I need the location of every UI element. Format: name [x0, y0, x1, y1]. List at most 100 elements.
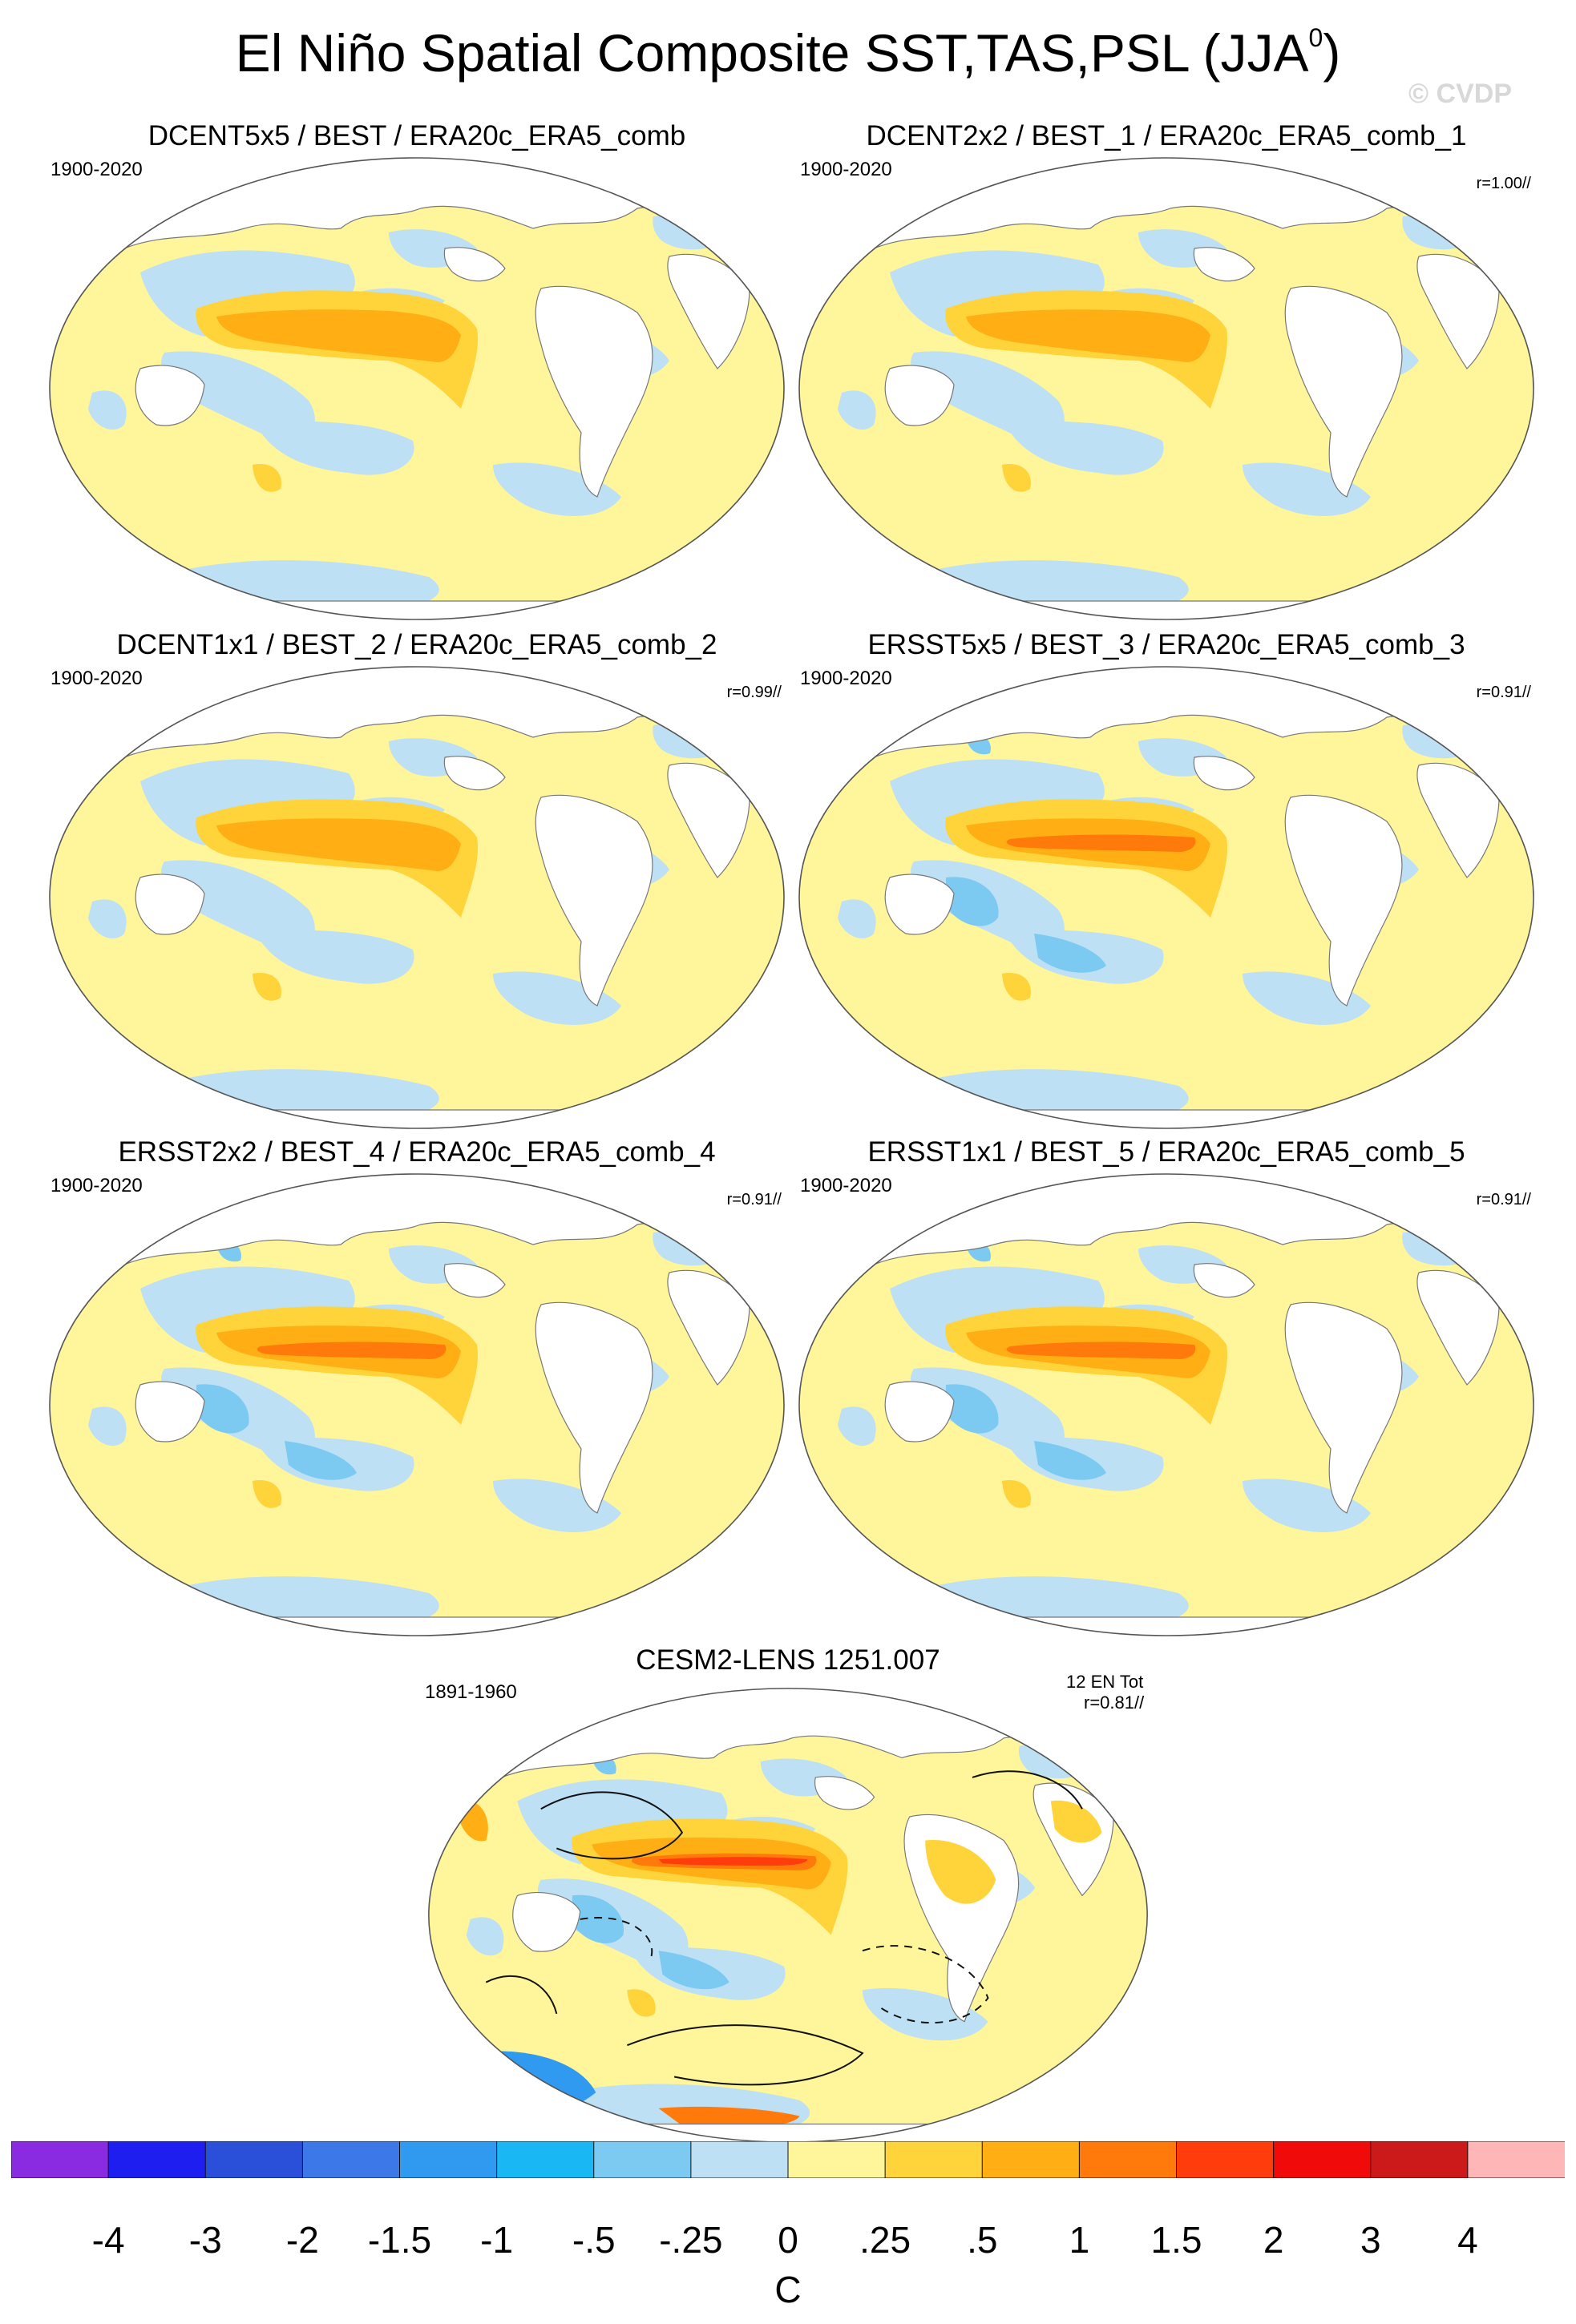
- cool-anomaly: [493, 462, 621, 516]
- composite-map: [798, 157, 1534, 620]
- colorbar-tick-label: -2: [285, 2219, 319, 2261]
- cool-anomaly: [862, 1987, 988, 2041]
- warm-anomaly: [925, 1839, 996, 1904]
- landmass: [535, 794, 653, 1007]
- landmass: [50, 1616, 784, 1636]
- cool-anomaly: [253, 417, 414, 475]
- landmass: [135, 1381, 205, 1442]
- colorbar-swatch: [1273, 2141, 1372, 2178]
- cool-anomaly: [140, 1266, 355, 1353]
- title-superscript: 0: [1308, 23, 1323, 52]
- cool-anomaly-strong: [946, 1384, 999, 1434]
- landmass: [512, 1892, 581, 1952]
- colorbar-tick-label: 1.5: [1150, 2219, 1202, 2261]
- composite-map: [798, 666, 1534, 1129]
- warm-anomaly: [1002, 1480, 1031, 1508]
- colorbar-tick-label: .25: [859, 2219, 911, 2261]
- colorbar-tick-label: 1: [1069, 2219, 1090, 2261]
- composite-map: [49, 1173, 785, 1636]
- colorbar-swatch: [204, 2141, 304, 2178]
- colorbar-tick-label: 0: [778, 2219, 798, 2261]
- colorbar-labels: -4 -3 -2 -1.5 -1 -.5 -.25 0 .25 .5 1 1.5 2 3 4: [0, 2218, 1576, 2266]
- colorbar-swatch: [1370, 2141, 1469, 2178]
- cool-anomaly-strong: [572, 1894, 624, 1944]
- colorbar-tick-label: .5: [967, 2219, 998, 2261]
- landmass: [1193, 756, 1255, 791]
- title-close: ): [1323, 23, 1341, 83]
- psl-contour: [540, 1791, 684, 1860]
- colorbar-swatch: [787, 2141, 887, 2178]
- colorbar-tick-label: -3: [188, 2219, 222, 2261]
- map-outline: [798, 1173, 1534, 1636]
- cool-anomaly-strong: [658, 1951, 729, 1990]
- map-outline: [798, 157, 1534, 620]
- cool-anomaly-strong: [946, 877, 999, 926]
- colorbar-swatch: [690, 2141, 789, 2178]
- panel-title: ERSST2x2 / BEST_4 / ERA20c_ERA5_comb_4: [118, 1136, 716, 1168]
- cool-anomaly-strong: [1034, 1441, 1106, 1480]
- landmass: [135, 365, 205, 426]
- colorbar-swatch: [884, 2141, 984, 2178]
- landmass: [50, 600, 784, 619]
- warm-anomaly-peak: [1006, 834, 1196, 852]
- map-outline: [49, 1173, 785, 1636]
- colorbar-tick-label: -1: [480, 2219, 514, 2261]
- panel-correlation: r=0.91//: [1476, 1191, 1531, 1208]
- panel-years: 1900-2020: [800, 668, 892, 689]
- cool-anomaly: [88, 390, 127, 430]
- landmass: [799, 1616, 1534, 1636]
- panel-years: 1900-2020: [51, 159, 143, 180]
- warm-anomaly-strong: [216, 818, 461, 871]
- panel-title: ERSST1x1 / BEST_5 / ERA20c_ERA5_comb_5: [867, 1136, 1465, 1168]
- cool-anomaly: [493, 1479, 621, 1532]
- model-panel-events: 12 EN Tot: [1066, 1672, 1144, 1692]
- landmass: [1416, 1269, 1500, 1386]
- cool-anomaly: [88, 1406, 127, 1446]
- psl-contour: [862, 1945, 989, 2024]
- model-panel-correlation: r=0.81//: [1084, 1693, 1145, 1713]
- colorbar-swatch: [399, 2141, 498, 2178]
- cool-anomaly: [140, 759, 355, 845]
- colorbar-swatch: [11, 2141, 110, 2178]
- landmass: [1284, 285, 1403, 498]
- warm-anomaly-strong: [966, 309, 1210, 362]
- map-outline: [49, 666, 785, 1129]
- landmass: [535, 1301, 653, 1514]
- landmass: [884, 365, 955, 426]
- landmass: [1416, 253, 1500, 369]
- warm-anomaly: [1002, 973, 1031, 1001]
- panel-correlation: r=0.99//: [726, 684, 782, 701]
- cool-anomaly: [493, 971, 621, 1025]
- psl-contour: [580, 1917, 653, 1959]
- landmass: [814, 1776, 875, 1810]
- panel-title: ERSST5x5 / BEST_3 / ERA20c_ERA5_comb_3: [867, 629, 1465, 660]
- psl-contour: [972, 1770, 1083, 1810]
- panel-years: 1900-2020: [800, 159, 892, 180]
- landmass: [884, 874, 955, 935]
- landmass: [1193, 1263, 1255, 1298]
- colorbar-swatch: [593, 2141, 692, 2178]
- landmass: [799, 1109, 1534, 1128]
- composite-map: [49, 666, 785, 1129]
- colorbar-swatch: [981, 2141, 1081, 2178]
- warm-anomaly: [253, 464, 281, 492]
- colorbar-swatch: [1176, 2141, 1275, 2178]
- warm-anomaly-peak: [257, 1342, 447, 1359]
- warm-anomaly-peak: [1006, 1342, 1196, 1359]
- title-text: El Niño Spatial Composite SST,TAS,PSL (J…: [235, 23, 1309, 83]
- colorbar-tick-label: -1.5: [367, 2219, 432, 2261]
- colorbar-swatch: [1467, 2141, 1565, 2178]
- model-panel-years: 1891-1960: [425, 1681, 517, 1703]
- colorbar: [11, 2141, 1565, 2178]
- cool-anomaly: [890, 250, 1105, 337]
- colorbar-swatch: [1078, 2141, 1178, 2178]
- cool-anomaly: [890, 1266, 1105, 1353]
- landmass: [667, 762, 750, 878]
- figure-title: El Niño Spatial Composite SST,TAS,PSL (J…: [0, 22, 1576, 83]
- cool-anomaly: [517, 1779, 728, 1865]
- psl-contour: [485, 1975, 558, 2015]
- landmass: [443, 247, 506, 282]
- cool-anomaly: [838, 1406, 876, 1446]
- colorbar-swatch: [107, 2141, 207, 2178]
- composite-map: [798, 1173, 1534, 1636]
